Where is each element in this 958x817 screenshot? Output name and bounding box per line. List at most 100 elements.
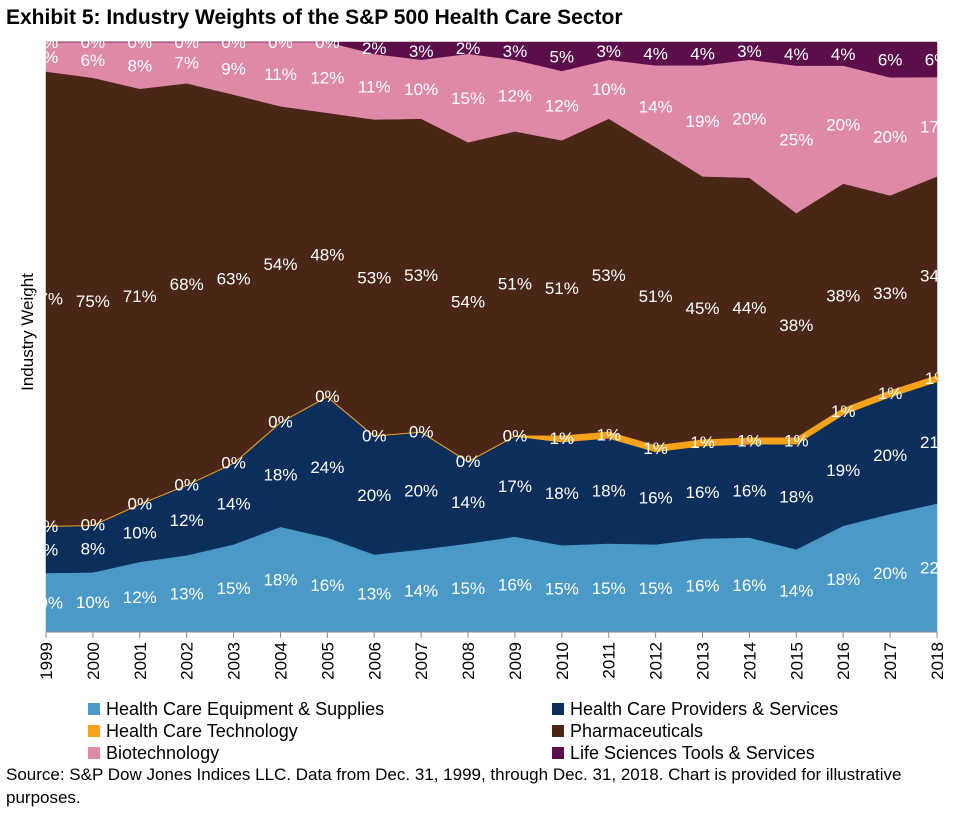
data-label: 0% — [362, 426, 387, 445]
data-label: 17% — [498, 477, 532, 496]
data-label: 0% — [34, 33, 59, 52]
legend-item-equipment: Health Care Equipment & Supplies — [88, 699, 384, 719]
data-label: 10% — [123, 524, 157, 543]
data-label: 38% — [779, 316, 813, 335]
data-label: 20% — [357, 486, 391, 505]
data-label: 34% — [920, 267, 954, 286]
data-label: 0% — [174, 476, 199, 495]
data-label: 15% — [217, 579, 251, 598]
data-label: 6% — [925, 51, 950, 70]
data-label: 15% — [545, 580, 579, 599]
x-tick-label: 2003 — [225, 642, 244, 680]
data-label: 18% — [779, 487, 813, 506]
data-label: 25% — [779, 130, 813, 149]
data-label: 12% — [545, 97, 579, 116]
data-label: 21% — [920, 433, 954, 452]
legend-label: Life Sciences Tools & Services — [570, 743, 815, 763]
x-tick-label: 2016 — [834, 642, 853, 680]
data-label: 24% — [310, 458, 344, 477]
data-label: 3% — [409, 42, 434, 61]
data-label: 11% — [264, 65, 297, 84]
data-label: 77% — [29, 290, 63, 309]
x-tick-label: 2002 — [178, 642, 197, 680]
x-tick-label: 2010 — [553, 642, 572, 680]
legend-swatch — [552, 703, 564, 716]
legend-label: Pharmaceuticals — [570, 721, 704, 741]
data-label: 0% — [34, 517, 59, 536]
data-label: 5% — [550, 47, 575, 66]
data-label: 10% — [404, 80, 438, 99]
data-label: 10% — [29, 594, 63, 613]
data-label: 14% — [404, 582, 438, 601]
data-label: 3% — [737, 42, 762, 61]
data-label: 10% — [592, 80, 626, 99]
data-label: 1% — [925, 369, 950, 388]
data-label: 18% — [592, 481, 626, 500]
data-label: 12% — [310, 68, 344, 87]
legend-swatch — [88, 703, 100, 716]
legend-swatch — [552, 725, 564, 738]
data-label: 53% — [404, 266, 438, 285]
data-label: 12% — [498, 87, 532, 106]
data-label: 71% — [123, 287, 157, 306]
data-label: 68% — [170, 275, 204, 294]
x-tick-label: 1999 — [37, 642, 56, 680]
data-label: 0% — [315, 33, 340, 52]
data-label: 20% — [873, 564, 907, 583]
data-label: 1% — [737, 431, 762, 450]
legend-item-technology: Health Care Technology — [88, 721, 298, 741]
data-label: 0% — [268, 413, 293, 432]
data-label: 0% — [81, 33, 106, 52]
data-label: 11% — [358, 78, 391, 97]
data-label: 51% — [498, 274, 532, 293]
data-label: 16% — [310, 576, 344, 595]
data-label: 18% — [826, 570, 860, 589]
x-tick-label: 2000 — [84, 642, 103, 680]
data-label: 15% — [451, 579, 485, 598]
legend-swatch — [552, 747, 564, 760]
data-label: 13% — [357, 584, 391, 603]
data-label: 3% — [503, 42, 528, 61]
data-label: 0% — [174, 33, 199, 52]
data-label: 17% — [920, 118, 954, 137]
legend-swatch — [88, 725, 100, 738]
x-tick-label: 2012 — [647, 642, 666, 680]
x-tick-label: 2005 — [318, 642, 337, 680]
data-label: 0% — [221, 33, 246, 52]
data-label: 75% — [76, 292, 110, 311]
data-label: 44% — [732, 299, 766, 318]
x-tick-label: 2004 — [271, 642, 290, 680]
x-tick-label: 2011 — [600, 642, 619, 679]
x-tick-label: 2007 — [412, 642, 431, 680]
data-label: 15% — [592, 579, 626, 598]
data-label: 63% — [217, 270, 251, 289]
legend-swatch — [88, 747, 100, 760]
data-label: 16% — [732, 576, 766, 595]
data-label: 2% — [456, 39, 481, 58]
data-label: 16% — [498, 575, 532, 594]
data-label: 4% — [831, 45, 856, 64]
data-label: 48% — [310, 245, 344, 264]
data-label: 1% — [784, 431, 809, 450]
data-label: 54% — [263, 255, 297, 274]
data-label: 18% — [263, 465, 297, 484]
data-label: 9% — [221, 59, 246, 78]
data-label: 16% — [639, 489, 673, 508]
data-label: 14% — [779, 582, 813, 601]
data-label: 15% — [451, 89, 485, 108]
data-label: 4% — [784, 45, 809, 64]
data-label: 18% — [545, 484, 579, 503]
data-label: 20% — [732, 110, 766, 129]
data-label: 18% — [263, 570, 297, 589]
data-label: 16% — [732, 481, 766, 500]
legend-item-lifesciences: Life Sciences Tools & Services — [552, 743, 815, 763]
data-label: 1% — [550, 429, 575, 448]
data-label: 33% — [873, 284, 907, 303]
x-tick-label: 2014 — [740, 642, 759, 680]
data-label: 7% — [174, 54, 199, 73]
data-label: 0% — [128, 494, 153, 513]
data-label: 14% — [639, 97, 673, 116]
data-label: 0% — [503, 426, 528, 445]
data-label: 20% — [873, 446, 907, 465]
x-tick-label: 2018 — [928, 642, 947, 680]
